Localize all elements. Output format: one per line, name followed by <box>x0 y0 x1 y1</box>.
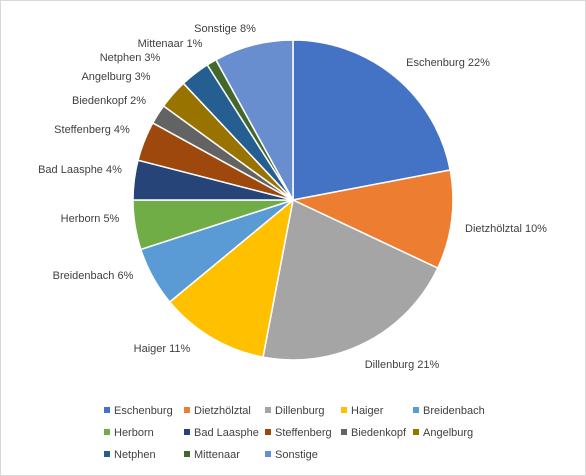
pie-slice-haiger <box>168 198 295 359</box>
data-label-angelburg: Angelburg 3% <box>81 71 150 83</box>
data-label-dietzholztal: Dietzhölztal 10% <box>465 223 547 235</box>
legend-swatch <box>413 407 419 413</box>
pie-slice-eschenburg <box>292 39 452 201</box>
data-label-netphen: Netphen 3% <box>100 52 161 64</box>
pie-slice-dietzholztal <box>290 169 454 270</box>
legend-label: Bad Laasphe <box>194 427 259 439</box>
legend-swatch <box>104 429 110 435</box>
pie-slice-dillenburg <box>262 198 439 361</box>
legend-swatch <box>184 429 190 435</box>
legend-swatch <box>184 451 190 457</box>
legend-label: Biedenkopf <box>351 427 407 439</box>
pie-slice-sonstige <box>214 39 294 201</box>
legend-label: Eschenburg <box>114 405 173 417</box>
legend-item-steffenberg: Steffenberg <box>265 427 332 439</box>
legend-label: Herborn <box>114 427 154 439</box>
legend-item-eschenburg: Eschenburg <box>104 405 173 417</box>
legend-swatch <box>104 407 110 413</box>
legend-label: Sonstige <box>275 449 318 461</box>
legend-label: Haiger <box>351 405 384 417</box>
legend-item-dillenburg: Dillenburg <box>265 405 325 417</box>
data-label-biedenkopf: Biedenkopf 2% <box>72 95 146 107</box>
legend-swatch <box>184 407 190 413</box>
data-label-haiger: Haiger 11% <box>134 343 191 355</box>
legend-swatch <box>413 429 419 435</box>
data-label-bad-laasphe: Bad Laasphe 4% <box>38 164 122 176</box>
legend-swatch <box>265 407 271 413</box>
legend-item-sonstige: Sonstige <box>265 449 318 461</box>
legend-item-herborn: Herborn <box>104 427 154 439</box>
data-label-dillenburg: Dillenburg 21% <box>365 359 440 371</box>
data-label-steffenberg: Steffenberg 4% <box>54 124 130 136</box>
data-label-sonstige: Sonstige 8% <box>194 23 256 35</box>
legend-item-bad-laasphe: Bad Laasphe <box>184 427 259 439</box>
data-label-breidenbach: Breidenbach 6% <box>53 270 134 282</box>
legend-item-angelburg: Angelburg <box>413 427 473 439</box>
legend-label: Breidenbach <box>423 405 485 417</box>
legend-label: Angelburg <box>423 427 473 439</box>
legend-label: Dietzhölztal <box>194 405 251 417</box>
legend-swatch <box>341 407 347 413</box>
legend-item-dietzholztal: Dietzhölztal <box>184 405 251 417</box>
legend-item-biedenkopf: Biedenkopf <box>341 427 407 439</box>
data-label-herborn: Herborn 5% <box>61 213 120 225</box>
legend-label: Netphen <box>114 449 156 461</box>
legend-swatch <box>104 451 110 457</box>
legend-item-netphen: Netphen <box>104 449 156 461</box>
legend-item-breidenbach: Breidenbach <box>413 405 485 417</box>
data-label-mittenaar: Mittenaar 1% <box>138 38 203 50</box>
legend-swatch <box>341 429 347 435</box>
legend-swatch <box>265 451 271 457</box>
legend-item-mittenaar: Mittenaar <box>184 449 240 461</box>
legend-swatch <box>265 429 271 435</box>
legend-item-haiger: Haiger <box>341 405 384 417</box>
legend-label: Mittenaar <box>194 449 240 461</box>
legend-label: Dillenburg <box>275 405 325 417</box>
legend-label: Steffenberg <box>275 427 332 439</box>
data-label-eschenburg: Eschenburg 22% <box>406 57 490 69</box>
